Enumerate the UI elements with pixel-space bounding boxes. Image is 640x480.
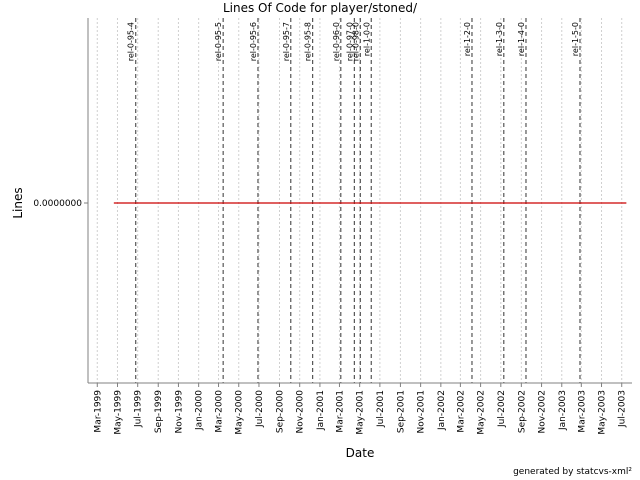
x-tick-label: Sep-2000 <box>275 390 285 433</box>
x-tick-label: Sep-1999 <box>154 390 164 433</box>
release-marker-label: rel-0-95-6 <box>249 22 258 61</box>
chart-title: Lines Of Code for player/stoned/ <box>223 1 418 15</box>
release-marker-label: rel-1-4-0 <box>517 22 526 56</box>
x-tick-label: May-2002 <box>477 390 487 435</box>
y-tick-label: 0.0000000 <box>33 199 82 209</box>
x-tick-label: Mar-2003 <box>577 390 587 433</box>
x-tick-label: May-2001 <box>356 390 366 435</box>
x-tick-label: Jan-2001 <box>316 390 326 431</box>
release-marker-label: rel-1-0-0 <box>362 22 371 56</box>
x-tick-label: Nov-1999 <box>174 390 184 434</box>
x-tick-label: Mar-2001 <box>335 390 345 433</box>
release-marker-label: rel-0-95-8 <box>304 22 313 61</box>
x-tick-label: Jan-2002 <box>437 390 447 431</box>
x-tick-label: Jan-2003 <box>558 390 568 431</box>
x-tick-label: Sep-2002 <box>517 390 527 433</box>
x-tick-label: Nov-2000 <box>296 390 306 434</box>
release-marker-label: rel-0-95-4 <box>127 22 136 61</box>
release-marker-label: rel-0-95-5 <box>214 22 223 61</box>
x-tick-label: Jul-2002 <box>497 390 507 428</box>
release-marker-label: rel-1-3-0 <box>495 22 504 56</box>
release-marker-label: rel-1-2-0 <box>463 22 472 56</box>
x-tick-label: Mar-2002 <box>456 390 466 433</box>
x-tick-label: Nov-2002 <box>538 390 548 433</box>
release-marker-label: rel-1-5-0 <box>571 22 580 56</box>
x-tick-label: Sep-2001 <box>396 390 406 433</box>
x-axis-label: Date <box>346 446 375 460</box>
x-tick-label: Jul-1999 <box>134 390 144 428</box>
y-axis-label: Lines <box>11 187 25 218</box>
release-marker-label: rel-0-95-7 <box>282 22 291 61</box>
x-tick-label: May-1999 <box>113 390 123 435</box>
x-tick-label: Jul-2000 <box>255 390 265 428</box>
release-marker-label: rel-0-97-0 <box>345 22 354 61</box>
footer-credit: generated by statcvs-xml² <box>513 467 632 477</box>
release-marker-label: rel-0-98-0 <box>351 22 360 61</box>
x-tick-label: Mar-1999 <box>93 390 103 433</box>
x-tick-label: May-2000 <box>235 390 245 435</box>
x-tick-label: Mar-2000 <box>215 390 225 433</box>
x-tick-label: May-2003 <box>598 390 608 435</box>
x-tick-label: Jul-2001 <box>376 390 386 428</box>
x-tick-label: Jul-2003 <box>618 390 628 428</box>
release-marker-label: rel-0-96-0 <box>332 22 341 61</box>
x-tick-label: Jan-2000 <box>195 390 205 431</box>
x-tick-label: Nov-2001 <box>417 390 427 433</box>
